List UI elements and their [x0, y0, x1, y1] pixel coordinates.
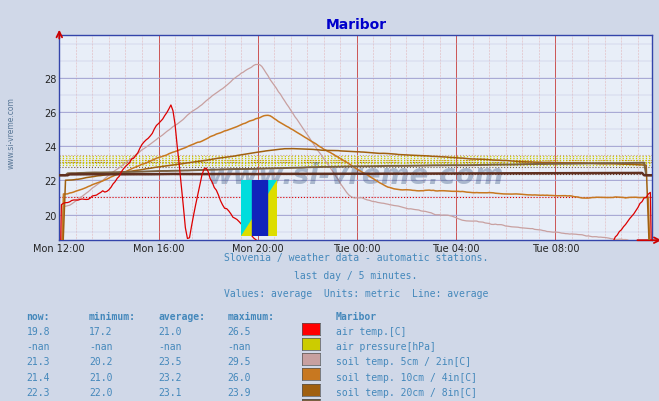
- Text: -nan: -nan: [89, 341, 113, 351]
- Polygon shape: [241, 180, 277, 237]
- Text: 22.3: 22.3: [26, 387, 50, 397]
- Text: www.si-vreme.com: www.si-vreme.com: [7, 97, 16, 168]
- Text: Maribor: Maribor: [336, 311, 377, 321]
- Text: soil temp. 10cm / 4in[C]: soil temp. 10cm / 4in[C]: [336, 372, 477, 382]
- Text: Slovenia / weather data - automatic stations.: Slovenia / weather data - automatic stat…: [223, 253, 488, 263]
- Text: 23.5: 23.5: [158, 356, 182, 367]
- Text: 20.2: 20.2: [89, 356, 113, 367]
- Text: 23.9: 23.9: [227, 387, 251, 397]
- Text: -nan: -nan: [158, 341, 182, 351]
- Text: 21.0: 21.0: [158, 326, 182, 336]
- Text: air pressure[hPa]: air pressure[hPa]: [336, 341, 436, 351]
- Text: 19.8: 19.8: [26, 326, 50, 336]
- Text: 26.5: 26.5: [227, 326, 251, 336]
- Text: 23.1: 23.1: [158, 387, 182, 397]
- Text: -nan: -nan: [26, 341, 50, 351]
- Text: 17.2: 17.2: [89, 326, 113, 336]
- Text: 23.2: 23.2: [158, 372, 182, 382]
- Text: minimum:: minimum:: [89, 311, 136, 321]
- Text: www.si-vreme.com: www.si-vreme.com: [208, 161, 504, 189]
- Text: Maribor: Maribor: [326, 18, 386, 32]
- Text: 21.0: 21.0: [89, 372, 113, 382]
- Polygon shape: [252, 180, 267, 237]
- Text: 22.0: 22.0: [89, 387, 113, 397]
- Text: 21.4: 21.4: [26, 372, 50, 382]
- Text: now:: now:: [26, 311, 50, 321]
- Text: last day / 5 minutes.: last day / 5 minutes.: [294, 271, 418, 281]
- Text: average:: average:: [158, 311, 205, 321]
- Text: soil temp. 5cm / 2in[C]: soil temp. 5cm / 2in[C]: [336, 356, 471, 367]
- Text: air temp.[C]: air temp.[C]: [336, 326, 407, 336]
- Text: soil temp. 20cm / 8in[C]: soil temp. 20cm / 8in[C]: [336, 387, 477, 397]
- Text: maximum:: maximum:: [227, 311, 274, 321]
- Text: 29.5: 29.5: [227, 356, 251, 367]
- Text: Values: average  Units: metric  Line: average: Values: average Units: metric Line: aver…: [223, 289, 488, 299]
- Text: 21.3: 21.3: [26, 356, 50, 367]
- Polygon shape: [241, 180, 277, 237]
- Text: -nan: -nan: [227, 341, 251, 351]
- Text: 26.0: 26.0: [227, 372, 251, 382]
